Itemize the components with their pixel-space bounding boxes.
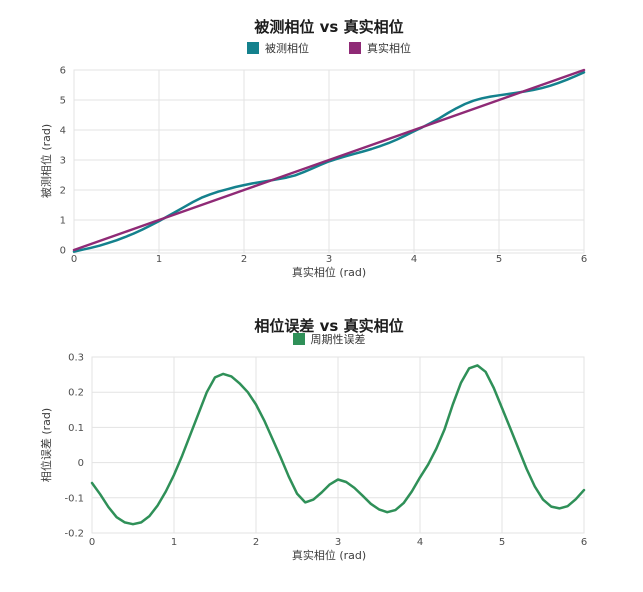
- y-tick-label: 6: [60, 66, 66, 77]
- x-tick-label: 5: [496, 254, 502, 265]
- x-tick-label: 2: [253, 537, 259, 548]
- legend-item-true[interactable]: 真实相位: [349, 40, 411, 56]
- legend: 周期性误差: [74, 331, 584, 347]
- x-tick-label: 5: [499, 537, 505, 548]
- x-tick-label: 3: [326, 254, 332, 265]
- x-tick-label: 6: [581, 537, 587, 548]
- y-tick-label: 1: [60, 216, 66, 227]
- legend-swatch-measured: [247, 42, 259, 54]
- y-tick-label: 0.1: [68, 423, 84, 434]
- chart-title: 被测相位 vs 真实相位: [254, 18, 404, 36]
- series-line-true: [72, 68, 586, 252]
- legend-swatch-error: [292, 333, 305, 345]
- legend-label-measured: 被测相位: [265, 42, 309, 55]
- plot-border: [73, 69, 585, 254]
- y-tick-label: 5: [60, 96, 66, 107]
- legend-swatch-true: [349, 42, 361, 54]
- y-tick-label: -0.1: [64, 493, 84, 504]
- legend: 被测相位 真实相位: [74, 40, 584, 56]
- x-tick-label: 4: [411, 254, 417, 265]
- series-line-error: [90, 364, 586, 526]
- y-tick-label: 0: [60, 246, 66, 257]
- x-tick-label: 4: [417, 537, 423, 548]
- plot-area-measured-vs-true: 0 1 2 3 4 5 6 0 1 2 3 4 5 6: [60, 66, 588, 266]
- x-tick-label: 0: [71, 254, 77, 265]
- chart-phase-error: 相位误差 vs 真实相位 周期性误差 相位误差 (rad) 0 1 2 3 4 5 6 0.3…: [0, 296, 643, 592]
- x-tick-label: 1: [171, 537, 177, 548]
- legend-item-error[interactable]: 周期性误差: [292, 331, 366, 347]
- x-tick-label: 1: [156, 254, 162, 265]
- y-tick-label: 2: [60, 186, 66, 197]
- y-tick-label: 0.3: [68, 353, 84, 364]
- plot-area-phase-error: 0 1 2 3 4 5 6 0.3 0.2 0.1 0 -0.1 -0.2: [64, 353, 587, 549]
- x-tick-label: 6: [581, 254, 587, 265]
- y-tick-label: 3: [60, 156, 66, 167]
- y-tick-label: 0: [78, 458, 84, 469]
- x-axis-label: 真实相位 (rad): [291, 266, 367, 279]
- x-tick-label: 0: [89, 537, 95, 548]
- y-tick-label: 4: [60, 126, 66, 137]
- x-axis-label: 真实相位 (rad): [291, 549, 367, 562]
- x-tick-label: 3: [335, 537, 341, 548]
- y-tick-label: -0.2: [64, 529, 84, 540]
- legend-label-error: 周期性误差: [310, 333, 366, 346]
- chart-title: 相位误差 vs 真实相位: [254, 317, 404, 335]
- legend-label-true: 真实相位: [367, 42, 411, 55]
- plot-border: [91, 356, 585, 534]
- y-tick-label: 0.2: [68, 388, 84, 399]
- x-tick-label: 2: [241, 254, 247, 265]
- legend-item-measured[interactable]: 被测相位: [247, 40, 309, 56]
